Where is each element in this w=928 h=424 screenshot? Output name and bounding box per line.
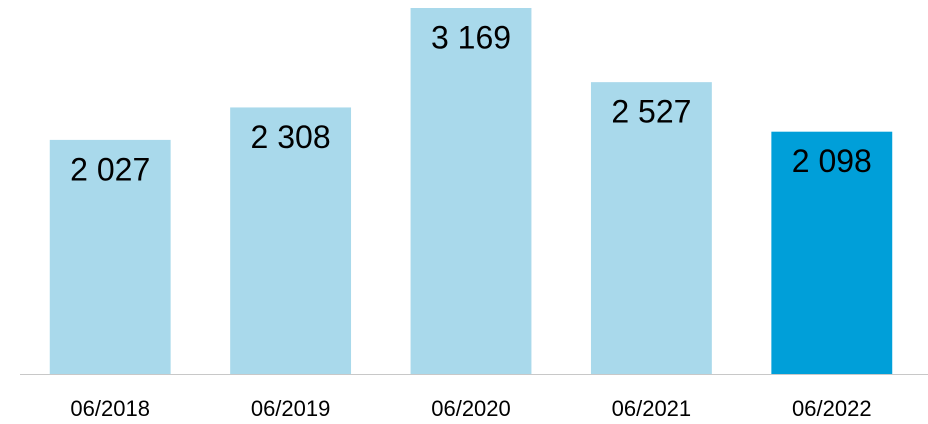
value-label: 2 308	[251, 119, 331, 155]
bar	[771, 131, 893, 374]
value-label: 2 027	[70, 151, 150, 187]
x-tick-label: 06/2021	[612, 396, 692, 421]
bar	[590, 82, 712, 375]
bar	[49, 139, 171, 374]
bar	[410, 8, 532, 374]
value-label: 2 098	[792, 143, 872, 179]
bar	[230, 107, 352, 375]
x-tick-label: 06/2019	[251, 396, 331, 421]
value-label: 3 169	[431, 19, 511, 55]
x-tick-label: 06/2022	[792, 396, 872, 421]
x-tick-label: 06/2020	[431, 396, 511, 421]
x-tick-label: 06/2018	[70, 396, 150, 421]
value-label: 2 527	[611, 94, 691, 130]
